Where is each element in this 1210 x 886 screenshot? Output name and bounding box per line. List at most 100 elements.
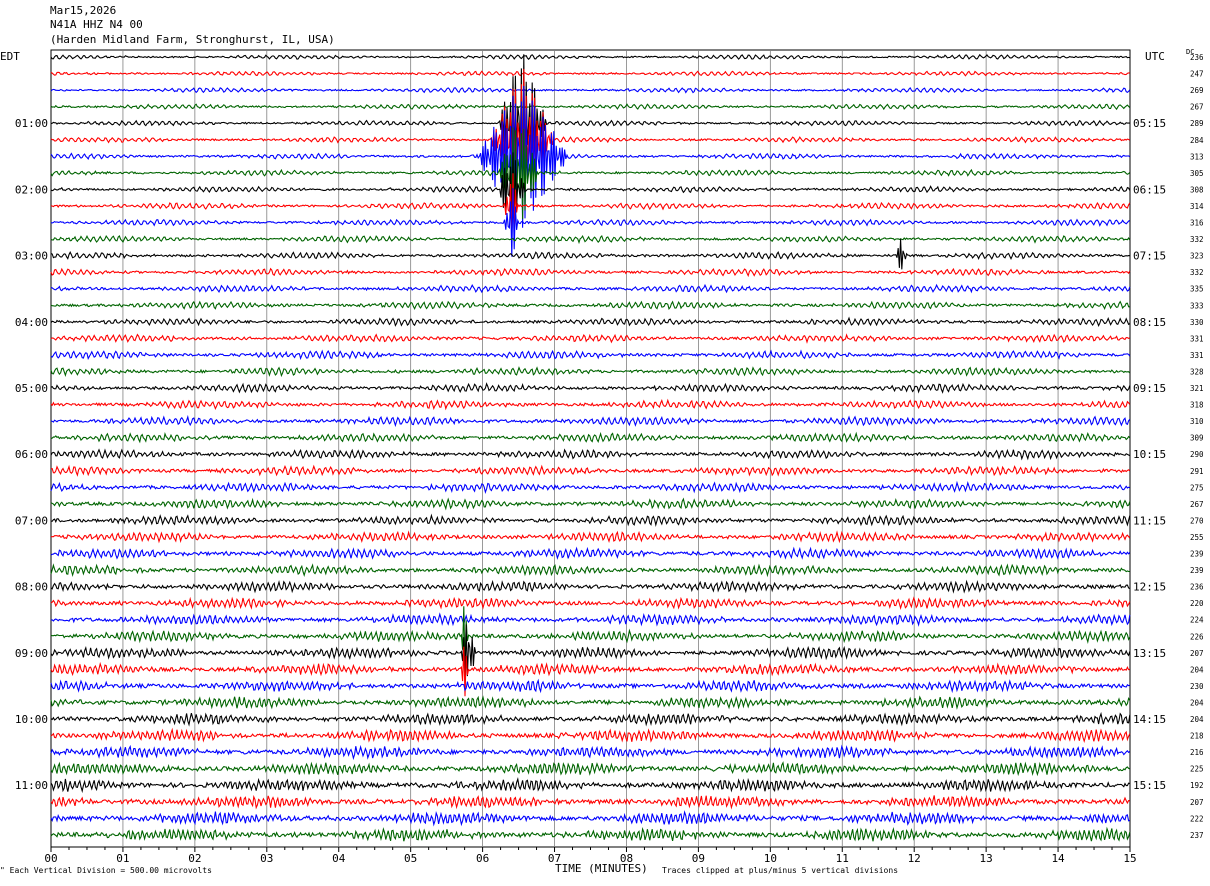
scale-note: " Each Vertical Division = 500.00 microv… (0, 866, 212, 875)
dc-offset-value: 335 (1190, 285, 1204, 294)
trace-line (50, 234, 1131, 245)
dc-offset-value: 222 (1190, 814, 1204, 823)
x-tick-label: 10 (764, 852, 777, 865)
dc-offset-value: 230 (1190, 682, 1204, 691)
x-tick-label: 09 (692, 852, 705, 865)
x-tick-label: 15 (1123, 852, 1136, 865)
dc-offset-value: 321 (1190, 384, 1204, 393)
trace-line (50, 777, 1130, 794)
dc-offset-value: 332 (1190, 268, 1204, 277)
right-hour-label: 15:15 (1133, 779, 1166, 792)
trace-line (50, 612, 1131, 627)
trace-line (50, 563, 1130, 578)
trace-line (50, 448, 1131, 461)
trace-line (50, 646, 1130, 697)
x-tick-label: 00 (44, 852, 57, 865)
dc-offset-value: 192 (1190, 781, 1204, 790)
trace-line (50, 53, 1130, 60)
dc-offset-value: 328 (1190, 367, 1204, 376)
left-hour-label: 10:00 (15, 713, 48, 726)
dc-offset-value: 316 (1190, 219, 1204, 228)
trace-line (50, 398, 1131, 411)
dc-offset-value: 269 (1190, 86, 1204, 95)
x-tick-label: 02 (188, 852, 201, 865)
dc-offset-value: 220 (1190, 599, 1204, 608)
dc-offset-header: DC (1186, 48, 1195, 56)
left-hour-label: 03:00 (15, 250, 48, 263)
trace-line (50, 366, 1131, 378)
right-hour-label: 05:15 (1133, 117, 1166, 130)
right-timezone-label: UTC (1145, 50, 1165, 63)
clip-note: Traces clipped at plus/minus 5 vertical … (662, 866, 899, 875)
dc-offset-value: 291 (1190, 467, 1204, 476)
x-tick-label: 12 (908, 852, 921, 865)
trace-line (50, 513, 1131, 527)
dc-offset-value: 207 (1190, 798, 1204, 807)
trace-line (50, 414, 1131, 428)
x-tick-label: 14 (1051, 852, 1065, 865)
trace-line (50, 188, 1131, 257)
dc-offset-value: 284 (1190, 136, 1204, 145)
trace-line (50, 152, 1131, 226)
left-hour-label: 01:00 (15, 117, 48, 130)
trace-line (50, 431, 1131, 444)
right-hour-labels: 05:15 06:15 07:15 08:15 09:15 10:15 11:15 12:15… (1133, 117, 1166, 792)
x-tick-label: 05 (404, 852, 417, 865)
left-hour-label: 05:00 (15, 382, 48, 395)
plot-date: Mar15,2026 (50, 4, 117, 17)
right-hour-label: 06:15 (1133, 183, 1166, 196)
trace-line (50, 727, 1131, 743)
dc-offset-value: 204 (1190, 715, 1204, 724)
x-tick-label: 13 (980, 852, 993, 865)
trace-line (50, 606, 1131, 671)
dc-offset-value: 331 (1190, 334, 1204, 343)
x-tick-label: 08 (620, 852, 633, 865)
dc-offset-value: 204 (1190, 698, 1204, 707)
dc-offset-value: 308 (1190, 185, 1204, 194)
dc-offset-value: 331 (1190, 351, 1204, 360)
right-hour-label: 14:15 (1133, 713, 1166, 726)
plot-grid (50, 49, 1131, 848)
trace-line (50, 761, 1130, 777)
dc-offset-value: 255 (1190, 533, 1204, 542)
dc-offset-value: 204 (1190, 665, 1204, 674)
trace-line (50, 579, 1131, 594)
trace-line (50, 173, 1131, 240)
left-hour-label: 08:00 (15, 581, 48, 594)
dc-offset-value: 309 (1190, 434, 1204, 443)
dc-offset-value: 267 (1190, 103, 1204, 112)
x-tick-label: 03 (260, 852, 273, 865)
trace-line (50, 103, 1131, 111)
trace-line (50, 238, 1130, 270)
dc-offset-value: 323 (1190, 252, 1204, 261)
dc-offset-value: 225 (1190, 765, 1204, 774)
trace-line (50, 70, 1130, 77)
trace-line (50, 86, 1131, 94)
left-hour-labels: 01:00 02:00 03:00 04:00 05:00 06:00 07:00 08:00… (15, 117, 48, 792)
x-tick-label: 06 (476, 852, 489, 865)
scale-note-text: Each Vertical Division = 500.00 microvol… (9, 866, 212, 875)
right-hour-label: 12:15 (1133, 581, 1166, 594)
left-hour-label: 11:00 (15, 779, 48, 792)
dc-offset-value: 267 (1190, 500, 1204, 509)
dc-offset-value: 207 (1190, 649, 1204, 658)
plot-frame (50, 49, 1131, 848)
trace-line (51, 530, 1131, 544)
dc-offset-value: 237 (1190, 831, 1204, 840)
trace-line (50, 283, 1131, 294)
trace-line (50, 85, 1131, 228)
trace-line (50, 300, 1130, 310)
dc-offset-value: 239 (1190, 550, 1204, 559)
x-tick-label: 11 (836, 852, 849, 865)
trace-line (50, 349, 1131, 361)
dc-offset-value: 290 (1190, 450, 1204, 459)
dc-offset-value: 318 (1190, 401, 1204, 410)
dc-offset-value: 236 (1190, 53, 1204, 62)
trace-line (50, 68, 1131, 208)
trace-line (50, 678, 1130, 694)
left-hour-label: 07:00 (15, 514, 48, 527)
trace-line (50, 546, 1131, 560)
trace-line (50, 267, 1131, 278)
station-code: N41A HHZ N4 00 (50, 18, 143, 31)
